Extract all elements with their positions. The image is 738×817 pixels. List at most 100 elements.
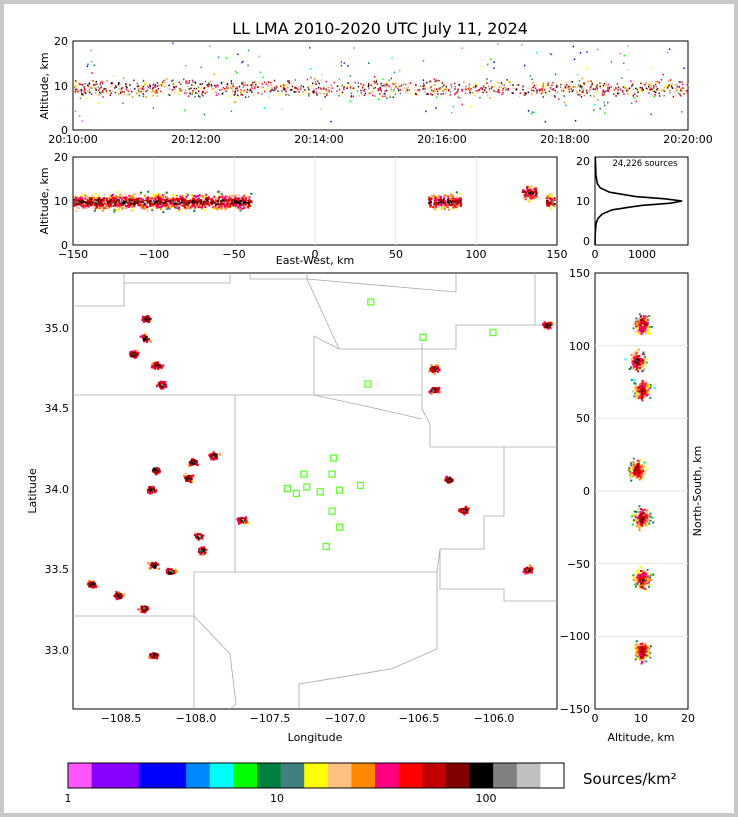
ew-height-source (159, 195, 162, 198)
time-height-source (313, 78, 316, 80)
colorbar-label: Sources/km² (583, 770, 677, 788)
time-height-source (564, 84, 567, 87)
ns-height-source (635, 367, 638, 370)
ns-height-source (634, 649, 637, 652)
ew-height-source (126, 204, 129, 207)
time-height-source (599, 107, 601, 110)
time-height-source (183, 78, 185, 81)
time-height-source (613, 88, 616, 91)
ns-height-source (647, 523, 650, 526)
ew-height-source (220, 196, 223, 199)
time-height-source (199, 87, 202, 89)
time-height-source (607, 86, 610, 89)
plan-source (444, 478, 447, 481)
plan-source (549, 321, 552, 324)
plan-source (236, 519, 240, 523)
ns-height-source (644, 328, 647, 331)
ns-height-source (632, 575, 635, 578)
plan-source (196, 536, 199, 539)
ew-height-source (250, 192, 253, 195)
ns-height-source (642, 575, 645, 578)
ew-height-source (172, 196, 175, 199)
time-height-source (666, 86, 669, 89)
ns-height-source (643, 354, 646, 357)
ns-height-source (648, 583, 651, 586)
plan-source (464, 505, 467, 509)
time-height-source (111, 82, 113, 84)
ew-height-source (451, 202, 454, 205)
time-height-source (560, 83, 562, 86)
time-height-source (553, 94, 556, 97)
time-height-source (399, 89, 402, 91)
time-height-source (270, 84, 273, 87)
ns-height-source (647, 330, 650, 333)
ns-height-source (643, 515, 646, 518)
time-height-source (653, 95, 656, 98)
ns-height-source (641, 362, 644, 365)
time-height-source (133, 87, 136, 90)
ew-height-source (118, 208, 121, 211)
ns-height-source (642, 587, 645, 590)
ew-height-source (135, 201, 138, 204)
ns-height-source (644, 326, 647, 329)
ew-height-source (235, 194, 238, 197)
time-height-source (457, 88, 459, 91)
ew-height-source (193, 209, 196, 212)
ew-height-source (131, 199, 134, 202)
ew-height-source (106, 200, 109, 203)
ew-height-source (142, 204, 145, 207)
plan-source (155, 655, 158, 659)
ns-height-source (638, 528, 641, 531)
ew-height-source (429, 205, 432, 208)
ew-height-source (452, 206, 455, 209)
ew-height-source (217, 200, 220, 203)
time-height-source (109, 89, 111, 92)
time-height-source (413, 89, 416, 91)
ns-height-source (643, 364, 646, 367)
plan-source (187, 474, 190, 478)
ew-height-source (527, 185, 530, 188)
time-height-source (238, 85, 241, 88)
ns-height-source (635, 640, 638, 643)
ns-height-source (639, 566, 642, 569)
ns-height-source (638, 468, 641, 471)
ew-height-source (154, 198, 157, 201)
ew-height-source (208, 197, 211, 200)
ns-height-source (649, 386, 652, 389)
time-height-source (159, 84, 161, 87)
time-height-source (89, 91, 91, 94)
time-height-source (252, 81, 254, 84)
time-height-source (591, 83, 594, 85)
time-height-source (336, 90, 338, 93)
time-height-source (632, 95, 634, 97)
time-height-source (523, 64, 526, 67)
time-height-source (321, 79, 323, 81)
ns-height-source (635, 351, 638, 354)
time-height-source (231, 90, 234, 92)
time-height-source (99, 83, 101, 86)
time-height-source (83, 88, 86, 90)
time-height-source (642, 89, 644, 91)
time-height-source (574, 119, 577, 122)
time-height-source (74, 91, 76, 93)
time-height-source (180, 83, 182, 86)
time-height-source (221, 82, 223, 85)
time-height-source (435, 107, 437, 109)
ew-height-source (75, 200, 78, 203)
time-height-source (430, 86, 432, 88)
time-height-source (502, 92, 504, 94)
ew-height-source (114, 197, 117, 200)
time-height-source (484, 88, 487, 91)
time-height-source (282, 85, 284, 88)
time-height-source (540, 92, 543, 95)
ew-height-source (215, 207, 218, 210)
time-height-source (316, 94, 318, 96)
time-height-source (608, 86, 611, 89)
ew-height-source (134, 193, 137, 196)
ew-height-source (112, 205, 115, 208)
ew-height-source (201, 203, 204, 206)
time-height-source (94, 92, 97, 94)
time-height-source (431, 93, 434, 96)
time-height-source (660, 89, 663, 92)
time-height-source (590, 85, 592, 88)
